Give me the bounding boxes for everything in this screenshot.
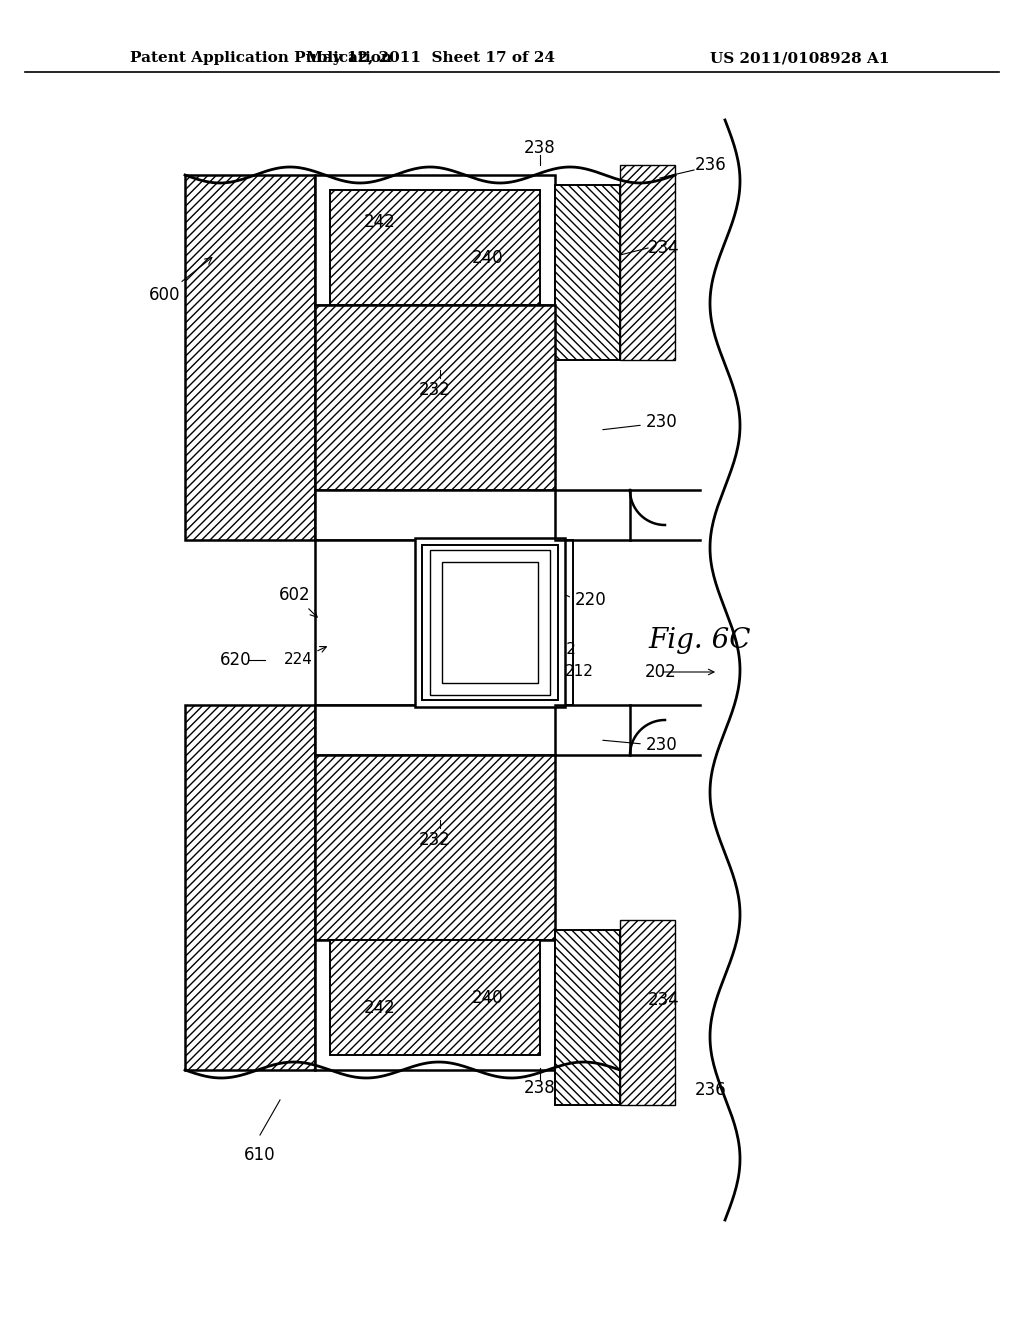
- Bar: [555, 185, 620, 360]
- Bar: [422, 545, 558, 700]
- Bar: [620, 165, 675, 360]
- Text: Patent Application Publication: Patent Application Publication: [130, 51, 392, 65]
- Text: US 2011/0108928 A1: US 2011/0108928 A1: [711, 51, 890, 65]
- Text: 224: 224: [284, 647, 327, 668]
- Bar: [330, 190, 540, 305]
- Text: 600: 600: [150, 257, 212, 304]
- Bar: [315, 540, 420, 705]
- Bar: [420, 540, 555, 705]
- Text: 240: 240: [472, 989, 504, 1007]
- Bar: [315, 176, 555, 305]
- Bar: [430, 550, 550, 696]
- Text: 202: 202: [645, 663, 677, 681]
- Text: 236: 236: [695, 156, 727, 174]
- Bar: [315, 305, 555, 490]
- Bar: [442, 562, 538, 682]
- Text: 234: 234: [648, 239, 680, 257]
- Bar: [415, 539, 565, 708]
- Bar: [185, 705, 315, 1071]
- Text: 240: 240: [472, 249, 504, 267]
- Text: 238: 238: [524, 1078, 556, 1097]
- Text: 232: 232: [419, 832, 451, 849]
- Bar: [620, 920, 675, 1105]
- Bar: [330, 940, 540, 1055]
- Text: 602: 602: [280, 586, 317, 618]
- Text: 222: 222: [548, 643, 577, 657]
- Text: May 12, 2011  Sheet 17 of 24: May 12, 2011 Sheet 17 of 24: [305, 51, 555, 65]
- Bar: [315, 490, 555, 540]
- Text: Fig. 6C: Fig. 6C: [648, 627, 751, 653]
- Text: 236: 236: [695, 1081, 727, 1100]
- Text: 220: 220: [575, 591, 607, 609]
- Text: 242: 242: [365, 213, 396, 231]
- Bar: [555, 540, 573, 705]
- Text: 230: 230: [646, 413, 678, 432]
- Bar: [315, 940, 555, 1071]
- Bar: [315, 755, 555, 940]
- Text: 242: 242: [365, 999, 396, 1016]
- Bar: [555, 931, 620, 1105]
- Bar: [315, 705, 555, 755]
- Text: 212: 212: [565, 664, 594, 680]
- Text: 610: 610: [244, 1146, 275, 1164]
- Text: 238: 238: [524, 139, 556, 157]
- Text: 620: 620: [220, 651, 252, 669]
- Bar: [185, 176, 315, 540]
- Text: 230: 230: [646, 737, 678, 754]
- Text: 234: 234: [648, 991, 680, 1008]
- Text: 232: 232: [419, 381, 451, 399]
